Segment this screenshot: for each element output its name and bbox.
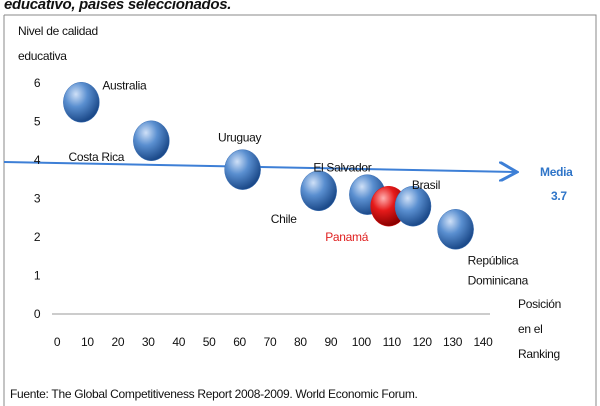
y-tick-label: 2 [34, 230, 41, 244]
x-tick-label: 120 [413, 335, 433, 349]
x-tick-label: 100 [352, 335, 372, 349]
x-tick-label: 40 [172, 335, 185, 349]
y-axis-label: educativa [18, 49, 67, 63]
y-tick-label: 3 [34, 192, 41, 206]
y-tick-label: 5 [34, 115, 41, 129]
point-label: Chile [271, 212, 297, 226]
y-tick-label: 1 [34, 269, 41, 283]
x-tick-label: 20 [111, 335, 124, 349]
x-tick-label: 50 [203, 335, 216, 349]
mean-label: Media [540, 165, 573, 179]
point-label: Dominicana [468, 273, 529, 287]
x-tick-label: 140 [473, 335, 493, 349]
point-label: Costa Rica [68, 150, 124, 164]
x-tick-label: 110 [383, 335, 402, 349]
point-label: Brasil [412, 178, 440, 192]
bubble [133, 120, 170, 161]
x-tick-label: 0 [54, 335, 61, 349]
x-tick-label: 10 [81, 335, 94, 349]
point-label: El Salvador [313, 161, 371, 175]
x-axis-label: en el [518, 322, 543, 336]
y-tick-label: 6 [34, 76, 41, 90]
x-tick-label: 70 [264, 335, 277, 349]
frame [3, 14, 597, 406]
bubble [224, 149, 261, 190]
point-label: Uruguay [218, 131, 262, 145]
x-tick-label: 60 [233, 335, 246, 349]
y-tick-label: 4 [34, 153, 41, 167]
y-tick-label: 0 [34, 307, 41, 321]
bubble [300, 170, 337, 212]
x-tick-label: 30 [142, 335, 155, 349]
x-tick-label: 90 [324, 335, 337, 349]
x-axis-label: Posición [518, 297, 561, 311]
mean-value: 3.7 [551, 189, 567, 203]
point-label: Australia [102, 78, 147, 92]
bubble [394, 185, 432, 227]
point-label: República [468, 253, 519, 267]
x-tick-label: 80 [294, 335, 307, 349]
x-tick-label: 130 [443, 335, 463, 349]
bubble [63, 82, 100, 123]
source: Fuente: The Global Competitiveness Repor… [10, 387, 418, 401]
point-label: Panamá [325, 230, 369, 244]
chart-title: educativo, países seleccionados. [4, 0, 231, 13]
x-axis-label: Ranking [518, 347, 560, 361]
bubble [437, 209, 474, 250]
y-axis-label: Nivel de calidad [18, 24, 98, 38]
